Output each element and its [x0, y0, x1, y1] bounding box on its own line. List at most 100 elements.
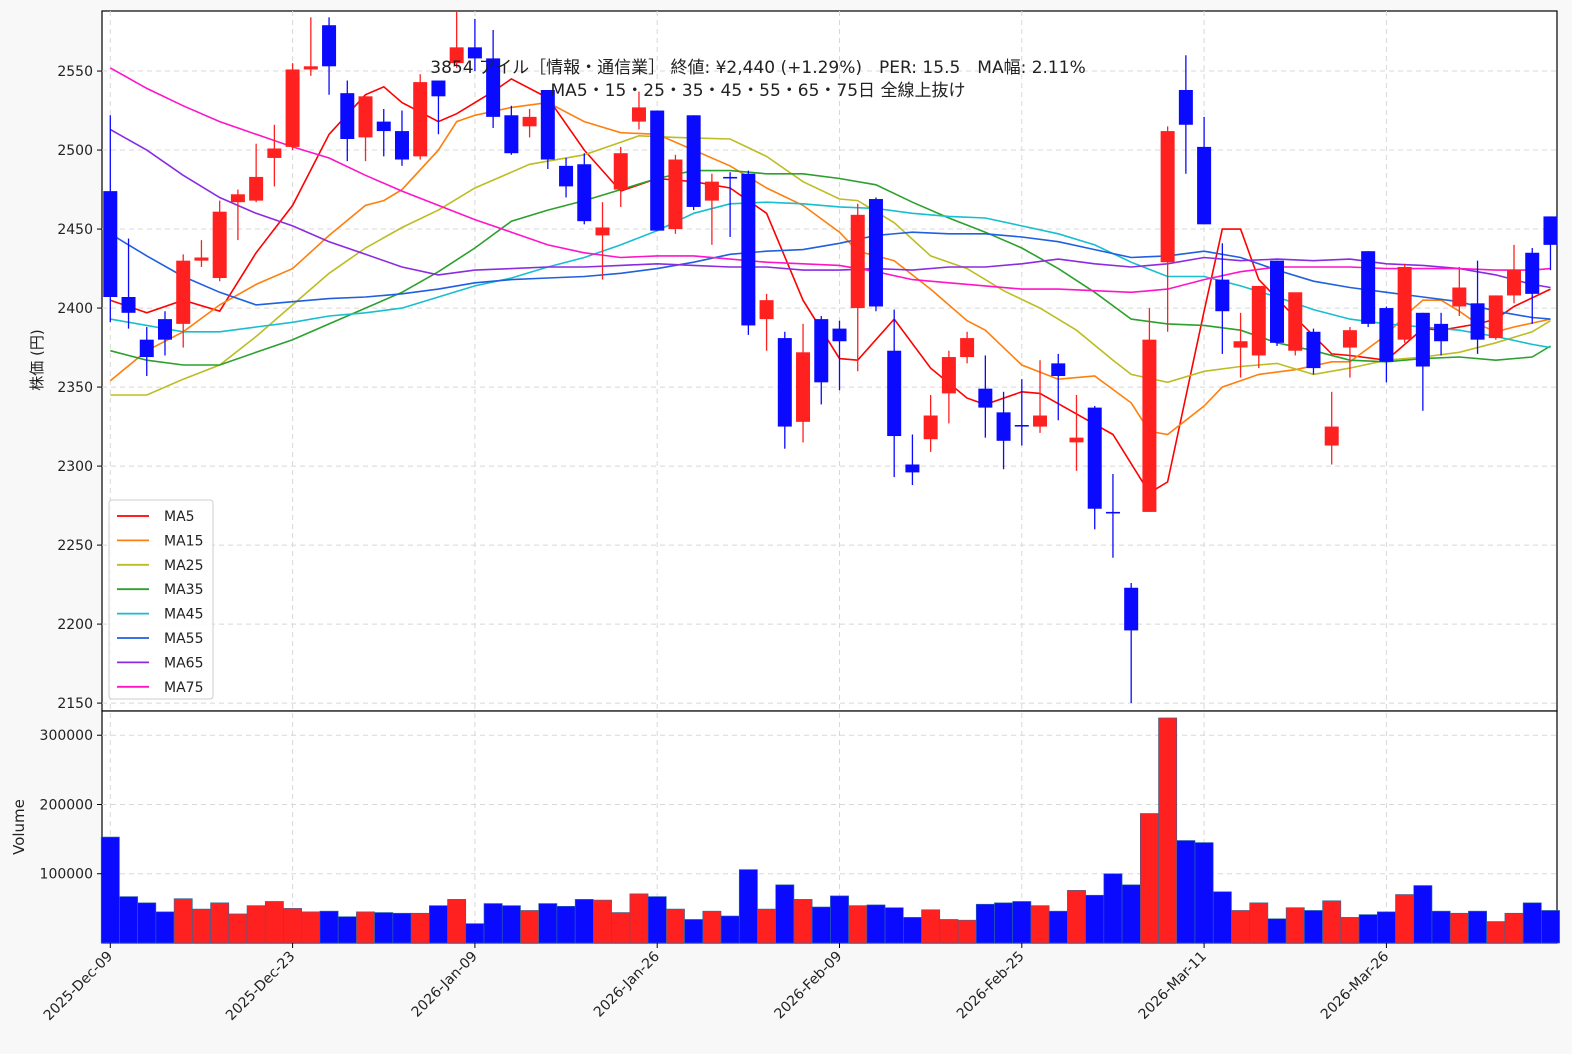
volume-bar: [1212, 891, 1232, 944]
ma-line-ma75: [109, 67, 1551, 294]
legend-label: MA75: [164, 680, 203, 696]
candle-body: [394, 131, 409, 160]
candle-body: [686, 115, 701, 207]
ma-line-ma65: [109, 128, 1551, 289]
date-tick-label: 2026-Feb-25: [954, 949, 1028, 1023]
candle-body: [1124, 587, 1139, 631]
volume-bar: [957, 919, 977, 944]
volume-bar: [210, 902, 230, 944]
volume-bar: [921, 909, 941, 944]
candle-body: [376, 121, 391, 132]
volume-bar: [538, 903, 558, 944]
volume-bar: [1541, 910, 1560, 944]
candle-body: [230, 194, 245, 203]
candle-body: [1397, 266, 1412, 340]
candle-body: [358, 96, 373, 138]
volume-tick-label: 200000: [40, 797, 93, 813]
candle-body: [1543, 216, 1558, 245]
candle-body: [1488, 295, 1503, 339]
volume-bar: [1176, 840, 1196, 944]
candle-body: [613, 153, 628, 190]
candle-body: [467, 47, 482, 59]
volume-bar: [1304, 910, 1323, 944]
candle-body: [559, 165, 574, 187]
volume-bar: [1413, 885, 1433, 944]
price-tick-label: 2150: [57, 696, 93, 712]
volume-bar: [593, 899, 612, 944]
candle-body: [1288, 292, 1303, 351]
volume-bar: [1395, 894, 1415, 944]
volume-bar: [410, 912, 430, 944]
volume-bar: [1522, 902, 1542, 944]
candle-body: [157, 319, 172, 340]
volume-bar: [666, 908, 685, 944]
legend-label: MA15: [164, 533, 203, 549]
volume-bar: [1285, 907, 1305, 944]
ma-line-ma55: [109, 231, 1551, 320]
volume-bar: [483, 903, 503, 944]
date-tick-label: 2026-Jan-26: [591, 948, 663, 1020]
volume-bar: [155, 911, 175, 944]
chart-title: 3854 アイル［情報・通信業］ 終値: ¥2,440 (+1.29%) PER…: [430, 58, 1085, 78]
candle-body: [850, 214, 865, 309]
candle-body: [413, 82, 428, 157]
volume-bar: [903, 917, 922, 944]
volume-bar: [1030, 905, 1050, 944]
price-tick-label: 2350: [57, 380, 93, 396]
date-tick-label: 2026-Jan-09: [409, 949, 481, 1021]
volume-bar: [319, 910, 339, 944]
date-tick-label: 2026-Mar-11: [1136, 949, 1210, 1023]
volume-bar: [738, 869, 758, 944]
candle-body: [1215, 279, 1230, 312]
volume-axis-ticks: 100000 200000 300000: [40, 728, 102, 883]
candle-body: [340, 93, 355, 139]
volume-bar: [1449, 912, 1469, 944]
candle-body: [759, 300, 774, 320]
volume-bar: [1085, 894, 1105, 944]
legend-label: MA5: [164, 509, 195, 525]
candle-body: [868, 199, 883, 307]
volume-tick-label: 300000: [40, 728, 93, 744]
candle-body: [486, 58, 501, 117]
price-tick-label: 2200: [57, 617, 93, 633]
volume-bar: [100, 836, 120, 944]
date-tick-label: 2025-Dec-23: [223, 949, 298, 1024]
volume-bar: [775, 884, 795, 944]
volume-bar: [429, 905, 448, 944]
volume-bar: [975, 903, 995, 944]
volume-bar: [830, 895, 849, 944]
candles: [103, 11, 1558, 704]
candle-body: [1233, 341, 1248, 348]
price-tick-label: 2550: [57, 64, 93, 80]
volume-bar: [1468, 910, 1487, 944]
volume-bar: [556, 905, 576, 944]
volume-bar: [119, 896, 138, 944]
candle-body: [960, 338, 975, 358]
volume-bar: [866, 904, 886, 944]
volume-bars: [100, 717, 1560, 944]
volume-bar: [848, 905, 868, 944]
candle-body: [504, 115, 519, 154]
candle-body: [1087, 407, 1102, 509]
volume-bar: [1267, 918, 1287, 944]
price-axis-label: 株価 (円): [28, 329, 46, 390]
candle-body: [905, 464, 920, 473]
candle-body: [650, 110, 665, 231]
ma-line-ma5: [110, 77, 1551, 494]
volume-bar: [392, 912, 412, 944]
candle-body: [103, 191, 118, 298]
volume-bar: [173, 898, 193, 944]
candle-body: [741, 173, 756, 326]
candle-body: [595, 227, 610, 236]
volume-bar: [793, 899, 813, 944]
volume-tick-label: 100000: [40, 867, 93, 883]
price-tick-label: 2300: [57, 459, 93, 475]
volume-bar: [574, 899, 594, 944]
volume-bar: [337, 916, 357, 944]
candle-body: [267, 148, 282, 158]
volume-bar: [520, 910, 540, 944]
candle-body: [176, 260, 191, 324]
volume-bar: [1048, 910, 1068, 944]
